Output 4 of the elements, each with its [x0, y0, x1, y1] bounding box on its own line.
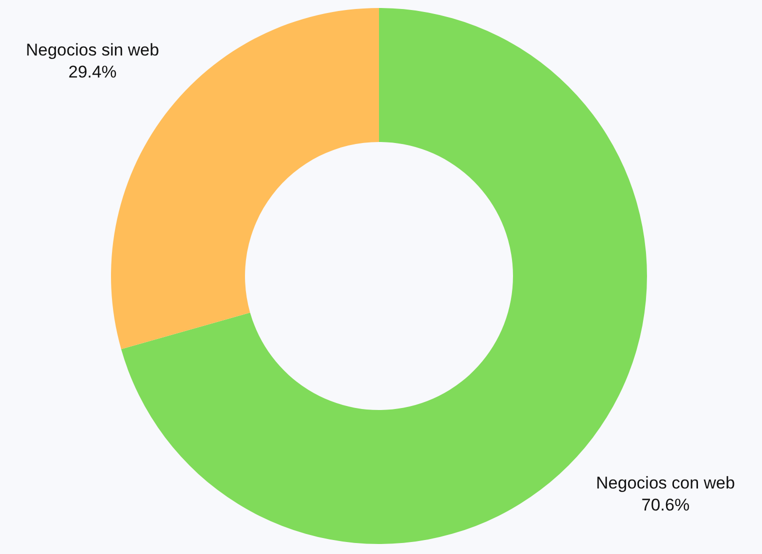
- data-label: 29.4%: [68, 62, 117, 82]
- slice-label: Negocios con web: [596, 474, 735, 493]
- slice-label: Negocios sin web: [26, 40, 160, 60]
- data-label: 70.6%: [641, 496, 690, 515]
